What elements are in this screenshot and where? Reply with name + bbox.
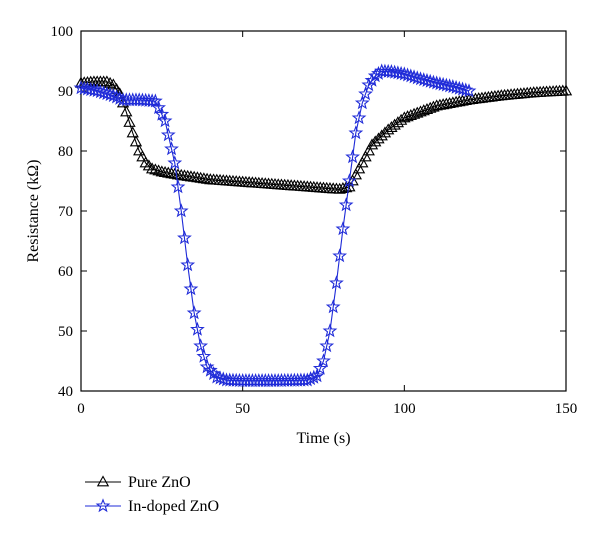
legend-marker bbox=[96, 475, 110, 487]
data-point bbox=[338, 197, 354, 212]
legend-item: Pure ZnO bbox=[85, 474, 191, 491]
data-point bbox=[348, 125, 364, 140]
data-point bbox=[329, 275, 344, 290]
y-tick-label: 70 bbox=[58, 204, 73, 220]
data-point bbox=[183, 281, 199, 296]
data-point bbox=[177, 230, 192, 245]
data-point bbox=[168, 167, 181, 179]
legend-marker bbox=[95, 498, 111, 513]
data-point bbox=[129, 135, 143, 147]
y-tick-label: 100 bbox=[51, 24, 74, 40]
data-point bbox=[351, 110, 367, 125]
data-point bbox=[364, 72, 380, 87]
y-tick-label: 90 bbox=[58, 84, 73, 100]
data-point bbox=[154, 106, 170, 121]
data-point bbox=[356, 156, 369, 168]
x-tick-label: 50 bbox=[235, 401, 250, 417]
series-triangle bbox=[74, 75, 573, 194]
data-point bbox=[335, 221, 351, 236]
data-point bbox=[362, 144, 375, 156]
data-point bbox=[158, 165, 172, 177]
data-point bbox=[459, 93, 472, 105]
data-point bbox=[190, 321, 205, 336]
data-point bbox=[345, 149, 360, 164]
data-point bbox=[165, 167, 178, 179]
data-point bbox=[126, 126, 139, 138]
data-point bbox=[162, 166, 175, 178]
data-point bbox=[151, 100, 166, 115]
data-point bbox=[341, 173, 357, 188]
data-point bbox=[352, 162, 366, 174]
y-axis-title: Resistance (kΩ) bbox=[25, 160, 42, 263]
data-point bbox=[120, 105, 133, 117]
data-point bbox=[164, 141, 179, 156]
data-point bbox=[160, 127, 176, 142]
data-point bbox=[365, 138, 379, 150]
data-point bbox=[196, 348, 212, 363]
data-point bbox=[359, 150, 372, 162]
axis-ticks: 0 50 100 150 40 50 60 70 80 90 100 bbox=[51, 24, 578, 417]
data-point bbox=[167, 155, 183, 170]
data-point bbox=[343, 180, 356, 192]
legend: Pure ZnO In-doped ZnO bbox=[85, 474, 219, 515]
data-point bbox=[123, 115, 136, 127]
data-point bbox=[173, 203, 189, 218]
series-layer bbox=[73, 63, 573, 388]
data-point bbox=[559, 84, 573, 96]
data-point bbox=[152, 164, 165, 176]
data-point bbox=[186, 305, 202, 320]
y-tick-label: 50 bbox=[58, 324, 73, 340]
legend-item: In-doped ZnO bbox=[85, 498, 219, 515]
data-point bbox=[100, 75, 114, 87]
data-point bbox=[309, 368, 325, 383]
data-point bbox=[155, 165, 168, 177]
y-tick-label: 40 bbox=[58, 384, 73, 400]
plot-frame bbox=[80, 30, 567, 392]
data-point bbox=[325, 299, 341, 314]
data-point bbox=[354, 95, 370, 110]
data-point bbox=[180, 257, 196, 272]
legend-label: Pure ZnO bbox=[128, 474, 191, 491]
data-point bbox=[170, 179, 186, 194]
x-tick-label: 100 bbox=[393, 401, 416, 417]
data-point bbox=[375, 129, 388, 141]
data-point bbox=[316, 353, 331, 368]
data-point bbox=[369, 135, 382, 147]
data-point bbox=[372, 132, 385, 144]
data-point bbox=[157, 113, 173, 128]
data-point bbox=[149, 163, 162, 175]
data-point bbox=[202, 362, 218, 377]
data-point bbox=[193, 338, 209, 353]
data-point bbox=[145, 162, 159, 174]
data-point bbox=[358, 86, 373, 101]
x-axis-title: Time (s) bbox=[296, 430, 350, 447]
data-point bbox=[319, 338, 335, 353]
data-point bbox=[332, 248, 348, 263]
x-tick-label: 150 bbox=[555, 401, 578, 417]
data-point bbox=[361, 77, 377, 92]
y-tick-label: 60 bbox=[58, 264, 73, 280]
data-point bbox=[147, 93, 163, 108]
y-tick-label: 80 bbox=[58, 144, 73, 160]
data-point bbox=[394, 113, 408, 125]
data-point bbox=[133, 144, 146, 156]
data-point bbox=[461, 83, 477, 98]
data-point bbox=[312, 360, 328, 375]
data-point bbox=[136, 150, 149, 162]
data-point bbox=[378, 126, 392, 138]
series-star bbox=[73, 63, 477, 388]
data-point bbox=[199, 359, 215, 374]
data-point bbox=[322, 323, 338, 338]
legend-label: In-doped ZnO bbox=[128, 498, 219, 515]
x-tick-label: 0 bbox=[77, 401, 85, 417]
